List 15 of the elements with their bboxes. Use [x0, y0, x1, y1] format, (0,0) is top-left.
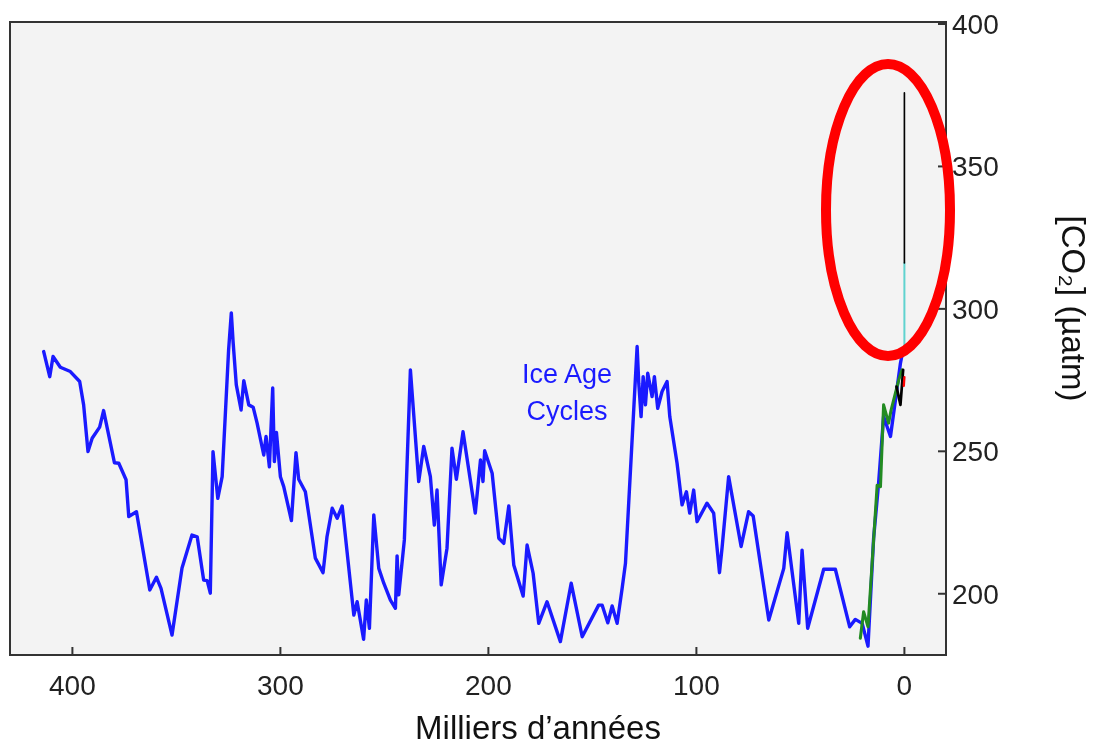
x-tick-label: 400	[49, 670, 96, 701]
x-tick-label: 200	[465, 670, 512, 701]
x-axis-title: Milliers d’années	[415, 709, 661, 745]
x-tick-label: 0	[896, 670, 913, 701]
y-tick-label: 250	[952, 436, 999, 468]
y-tick-label: 350	[952, 151, 999, 183]
x-tick-label: 100	[673, 670, 720, 701]
y-axis-title: [CO₂] (µatm)	[1055, 215, 1092, 402]
series-label: Ice Age Cycles	[521, 358, 612, 426]
line-series	[42, 311, 904, 648]
y-tick-label: 300	[952, 293, 999, 325]
y-tick-label: 200	[952, 578, 999, 610]
x-tick-label: 300	[257, 670, 304, 701]
y-tick-label: 400	[952, 8, 999, 40]
line-series	[858, 368, 904, 640]
